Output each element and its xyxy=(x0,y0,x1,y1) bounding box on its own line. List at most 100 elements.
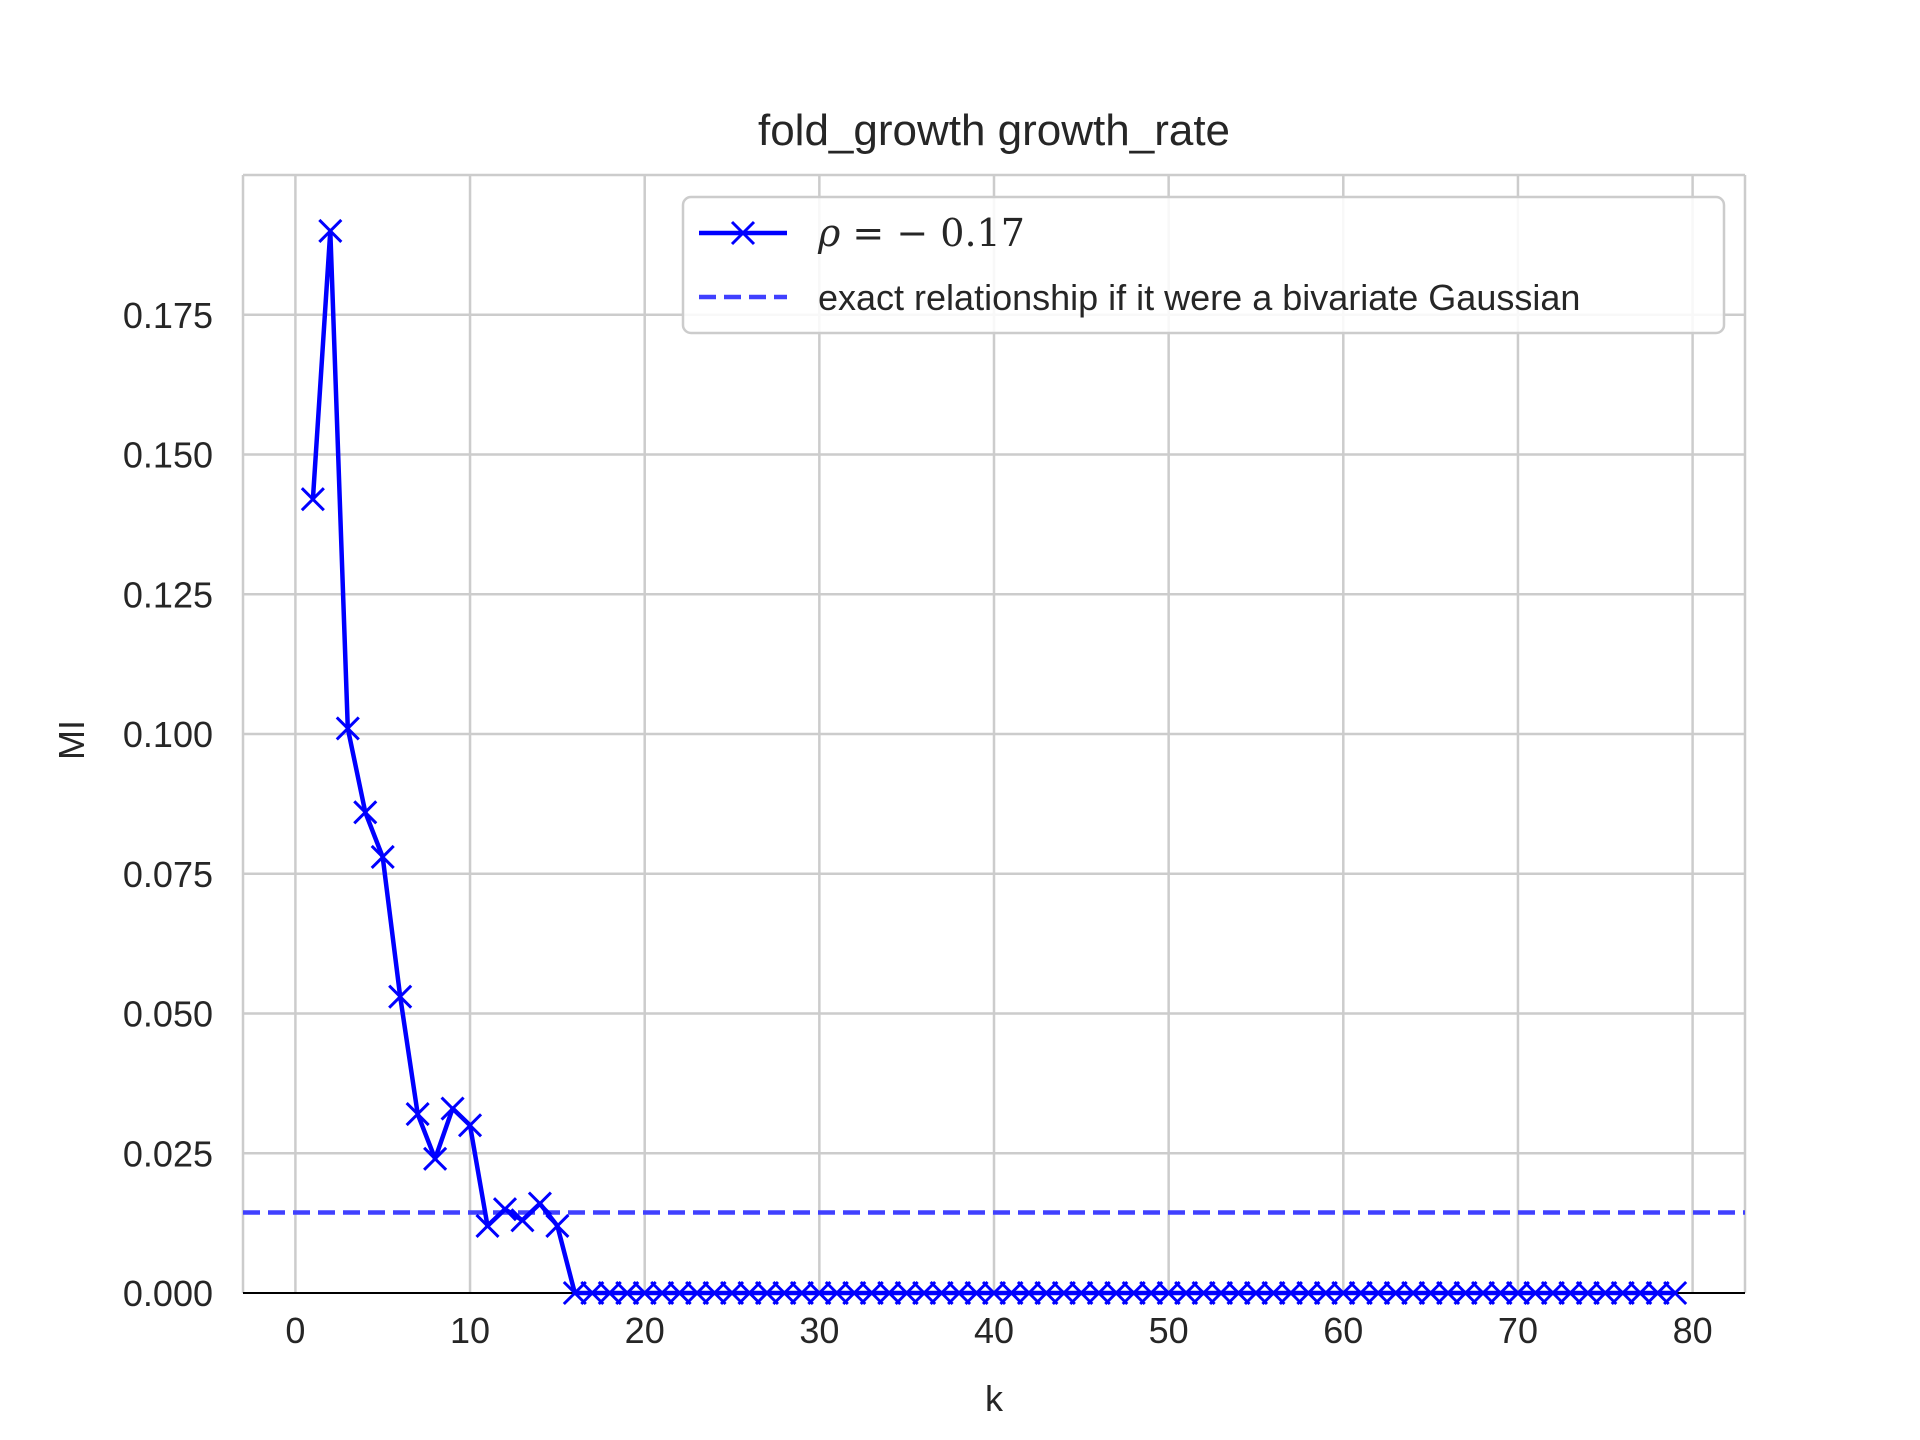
x-marker-icon xyxy=(545,1213,570,1238)
x-marker-icon xyxy=(929,1280,954,1306)
x-marker-icon xyxy=(1488,1280,1513,1306)
mi-point-marker xyxy=(1523,1280,1548,1306)
y-tick-label: 0.075 xyxy=(123,854,213,895)
x-marker-icon xyxy=(1645,1280,1670,1306)
x-marker-icon xyxy=(981,1280,1007,1306)
mi-point-marker xyxy=(685,1280,710,1306)
x-marker-icon xyxy=(1383,1280,1408,1306)
x-marker-icon xyxy=(1139,1280,1164,1306)
mi-point-marker xyxy=(1401,1280,1426,1306)
mi-point-marker xyxy=(1278,1280,1303,1306)
mi-point-marker xyxy=(597,1280,622,1306)
x-tick-label: 30 xyxy=(799,1310,839,1351)
x-marker-icon xyxy=(1505,1280,1531,1306)
mi-point-marker xyxy=(1593,1280,1618,1306)
mi-point-marker xyxy=(824,1280,849,1306)
mi-point-marker xyxy=(1453,1280,1478,1306)
x-marker-icon xyxy=(1366,1280,1391,1306)
y-tick-label: 0.125 xyxy=(123,574,213,615)
x-tick-label: 70 xyxy=(1498,1310,1538,1351)
y-tick-label: 0.050 xyxy=(123,994,213,1035)
mi-point-marker xyxy=(964,1280,989,1306)
x-marker-icon xyxy=(615,1280,640,1306)
mi-point-marker xyxy=(667,1280,692,1306)
x-marker-icon xyxy=(1313,1280,1338,1306)
x-marker-icon xyxy=(1418,1280,1443,1306)
mi-point-marker xyxy=(1226,1280,1251,1306)
x-marker-icon xyxy=(1208,1280,1234,1306)
x-marker-icon xyxy=(405,1102,430,1127)
mi-point-marker xyxy=(300,487,325,512)
x-tick-label: 60 xyxy=(1323,1310,1363,1351)
mi-point-marker xyxy=(632,1280,657,1306)
mi-point-marker xyxy=(1540,1280,1565,1306)
mi-point-marker xyxy=(807,1280,832,1306)
x-tick-label: 0 xyxy=(285,1310,305,1351)
x-marker-icon xyxy=(1401,1280,1426,1306)
x-marker-icon xyxy=(719,1280,745,1306)
mi-point-marker xyxy=(545,1213,570,1238)
mi-point-marker xyxy=(1243,1280,1269,1306)
x-marker-icon xyxy=(1540,1280,1565,1306)
x-marker-icon xyxy=(807,1280,832,1306)
x-marker-icon xyxy=(492,1197,518,1222)
x-marker-icon xyxy=(300,487,325,512)
mi-point-marker xyxy=(1296,1280,1321,1306)
x-marker-icon xyxy=(1069,1280,1094,1306)
mi-point-marker xyxy=(1261,1280,1286,1306)
x-marker-icon xyxy=(1523,1280,1548,1306)
mi-point-marker xyxy=(1086,1280,1111,1306)
mi-point-marker xyxy=(615,1280,640,1306)
x-marker-icon xyxy=(353,800,378,825)
mi-point-marker xyxy=(1034,1280,1059,1306)
legend-label-gaussian: exact relationship if it were a bivariat… xyxy=(818,277,1580,318)
x-marker-icon xyxy=(318,218,343,243)
mi-point-marker xyxy=(423,1146,448,1171)
mi-point-marker xyxy=(859,1280,884,1306)
mi-point-marker xyxy=(1104,1280,1129,1306)
mi-point-marker xyxy=(929,1280,954,1306)
x-marker-icon xyxy=(877,1280,902,1306)
y-tick-label: 0.000 xyxy=(123,1273,213,1314)
y-axis-label: MI xyxy=(51,720,92,760)
x-marker-icon xyxy=(597,1280,622,1306)
x-marker-icon xyxy=(754,1280,780,1306)
mi-point-marker xyxy=(789,1280,814,1306)
y-tick-label: 0.025 xyxy=(123,1133,213,1174)
mi-point-marker xyxy=(370,844,395,870)
mi-point-marker xyxy=(1470,1280,1496,1306)
x-marker-icon xyxy=(1034,1280,1059,1306)
tick-labels: 0 10 20 30 40 50 60 70 80 0.000 0.025 0.050 0.075 0.1… xyxy=(123,295,1713,1351)
mi-point-marker xyxy=(388,984,413,1009)
mi-point-marker xyxy=(702,1280,727,1306)
x-marker-icon xyxy=(335,716,360,741)
mi-point-marker xyxy=(1645,1280,1670,1306)
x-marker-icon xyxy=(1610,1280,1635,1306)
legend-rho-value: = − 0.17 xyxy=(840,211,1025,255)
mi-point-marker xyxy=(562,1280,587,1306)
x-tick-label: 80 xyxy=(1673,1310,1713,1351)
mi-point-marker xyxy=(1383,1280,1408,1306)
x-marker-icon xyxy=(1174,1280,1199,1306)
x-marker-icon xyxy=(894,1280,919,1306)
legend-x-marker-icon xyxy=(730,220,756,246)
mi-point-marker xyxy=(737,1280,762,1306)
mi-point-marker xyxy=(1628,1280,1653,1306)
x-marker-icon xyxy=(388,984,413,1009)
mi-point-marker xyxy=(912,1280,937,1306)
mi-point-marker xyxy=(1016,1280,1041,1306)
x-marker-icon xyxy=(1261,1280,1286,1306)
x-marker-icon xyxy=(1663,1280,1688,1306)
mi-point-marker xyxy=(492,1197,518,1222)
x-marker-icon xyxy=(1278,1280,1303,1306)
mi-point-marker xyxy=(1663,1280,1688,1306)
x-marker-icon xyxy=(1121,1280,1146,1306)
x-marker-icon xyxy=(580,1280,605,1306)
mi-point-marker xyxy=(719,1280,745,1306)
grid xyxy=(243,175,1745,1293)
mi-point-marker xyxy=(894,1280,919,1306)
x-marker-icon xyxy=(1296,1280,1321,1306)
mi-point-marker xyxy=(1418,1280,1443,1306)
x-tick-label: 50 xyxy=(1149,1310,1189,1351)
